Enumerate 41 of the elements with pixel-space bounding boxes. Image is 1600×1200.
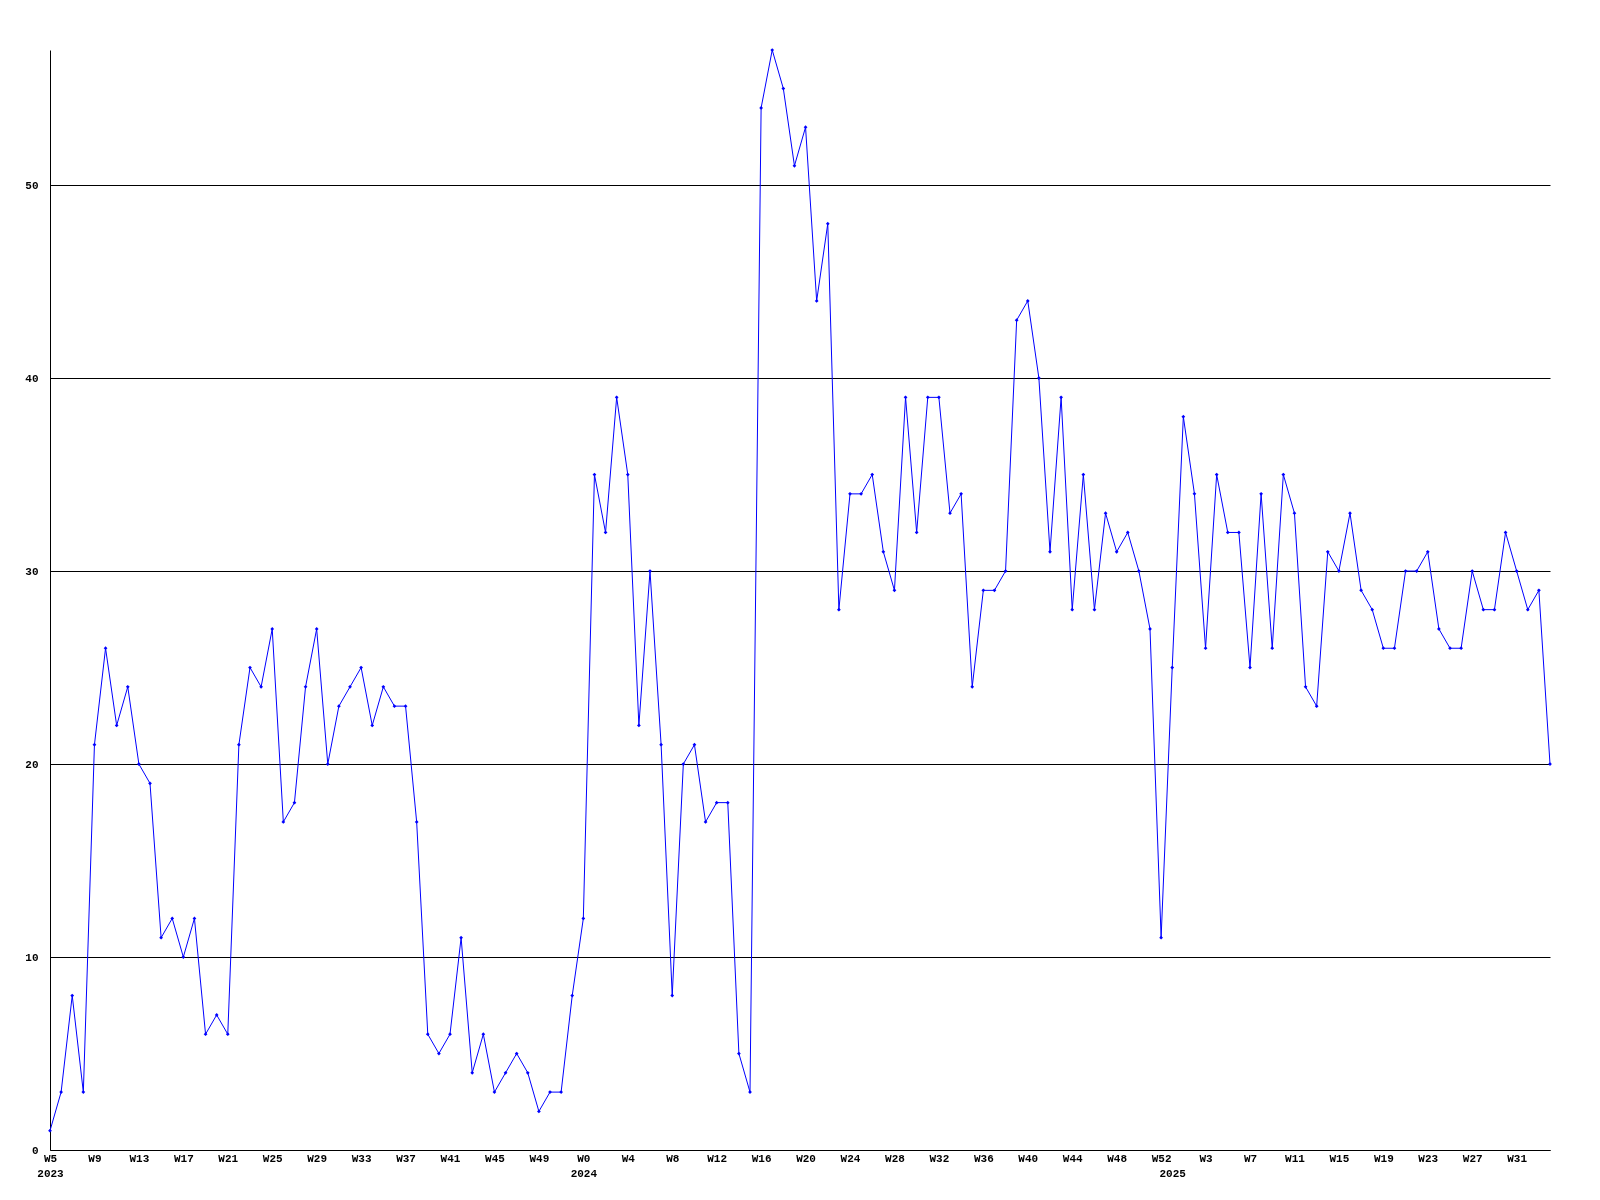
x-tick-label: W41 (440, 1152, 461, 1165)
x-tick-label: W8 (666, 1152, 680, 1165)
y-tick-label: 10 (25, 951, 39, 964)
x-tick-label: W49 (529, 1152, 550, 1165)
x-tick-label: W3 (1199, 1152, 1214, 1165)
y-tick-label: 20 (25, 758, 39, 771)
x-tick-label: W44 (1062, 1152, 1084, 1165)
x-tick-label: W52 (1151, 1152, 1172, 1165)
x-tick-label: W40 (1018, 1152, 1039, 1165)
x-tick-label: W36 (973, 1152, 994, 1165)
x-tick-label: W19 (1373, 1152, 1394, 1165)
x-tick-label: W45 (485, 1152, 506, 1165)
x-tick-label: W48 (1107, 1152, 1128, 1165)
x-tick-label: W12 (707, 1152, 728, 1165)
x-tick-label: W9 (88, 1152, 102, 1165)
x-tick-label: W17 (173, 1152, 194, 1165)
x-tick-label: W7 (1243, 1152, 1258, 1165)
x-tick-label: W25 (262, 1152, 284, 1165)
x-tick-label: W11 (1285, 1152, 1306, 1165)
x-tick-label: W27 (1462, 1152, 1483, 1165)
x-tick-label: W4 (621, 1152, 636, 1165)
x-tick-label: W15 (1329, 1152, 1350, 1165)
x-tick-label: W13 (129, 1152, 150, 1165)
x-tick-label: W20 (796, 1152, 816, 1165)
x-tick-label: W28 (885, 1152, 906, 1165)
x-tick-label: W33 (351, 1152, 372, 1165)
y-tick-label: 0 (31, 1144, 39, 1157)
x-tick-label: W5 2023 (37, 1152, 65, 1180)
x-tick-label: W32 (929, 1152, 950, 1165)
x-tick-label: W21 (218, 1152, 239, 1165)
x-tick-label: W24 (840, 1152, 861, 1165)
x-tick-label: W37 (396, 1152, 416, 1165)
x-tick-label: W23 (1418, 1152, 1439, 1165)
y-tick-label: 30 (25, 565, 39, 578)
x-tick-label: W29 (307, 1152, 328, 1165)
x-tick-label: W0 2024 (570, 1152, 598, 1180)
y-tick-label: 50 (25, 179, 39, 192)
y-tick-label: 40 (25, 372, 39, 385)
x-tick-label: W31 (1507, 1152, 1528, 1165)
x-tick-label: 2025 (1159, 1167, 1187, 1180)
x-tick-label: W16 (751, 1152, 772, 1165)
